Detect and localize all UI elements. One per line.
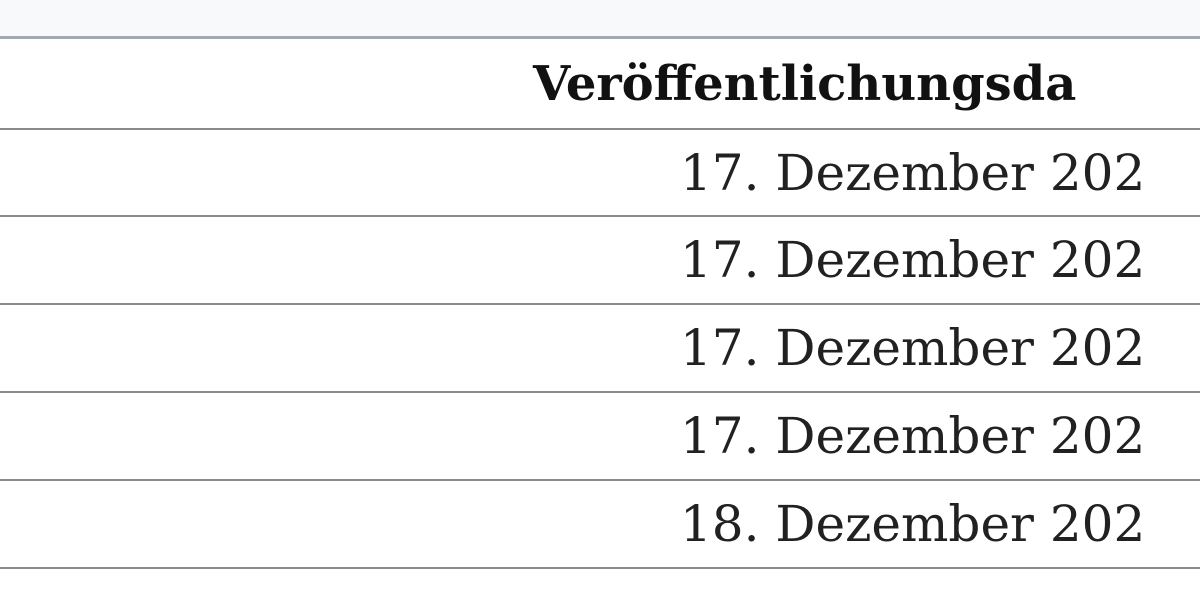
date-cell: 17. Dezember 202 (680, 230, 1146, 289)
table-row: 17. Dezember 202 (0, 391, 1200, 478)
page-background (0, 0, 1200, 36)
table-row: 18. Dezember 202 (0, 479, 1200, 569)
date-cell: 17. Dezember 202 (680, 406, 1146, 465)
date-cell: 17. Dezember 202 (680, 318, 1146, 377)
column-header: Veröffentlichungsda (533, 56, 1077, 112)
table-row: 17. Dezember 202 (0, 215, 1200, 302)
date-cell: 17. Dezember 202 (680, 143, 1146, 202)
table-header-row: Veröffentlichungsda (0, 36, 1200, 129)
date-cell: 18. Dezember 202 (680, 495, 1146, 553)
table-row: 17. Dezember 202 (0, 128, 1200, 215)
table-row: 17. Dezember 202 (0, 303, 1200, 390)
